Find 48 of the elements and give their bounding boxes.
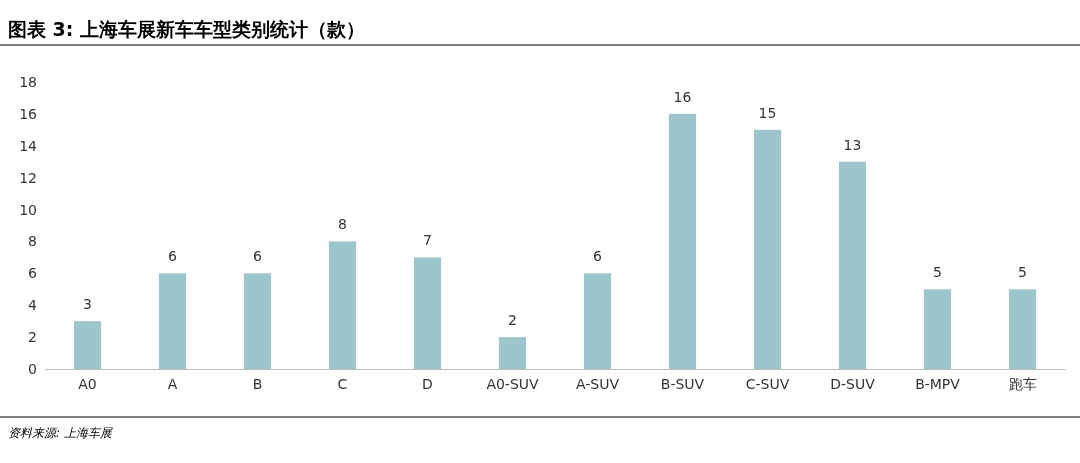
- bar: [158, 273, 187, 369]
- bar: [413, 257, 442, 369]
- bar: [1008, 289, 1037, 369]
- x-tick-label: A0: [78, 375, 97, 392]
- x-tick-label: A-SUV: [575, 375, 620, 392]
- x-tick-label: C-SUV: [745, 375, 790, 392]
- x-tick-label: B-SUV: [660, 375, 705, 392]
- data-label: 5: [1018, 264, 1027, 281]
- x-tick-label: D-SUV: [830, 375, 876, 392]
- bar: [583, 273, 612, 369]
- data-label: 13: [843, 136, 862, 153]
- bar: [838, 161, 867, 369]
- data-label: 15: [758, 104, 777, 121]
- y-tick-label: 18: [19, 73, 37, 90]
- y-tick-label: 10: [19, 201, 37, 218]
- data-label: 3: [83, 296, 92, 313]
- x-tick-label: C: [337, 375, 348, 392]
- x-tick-label: D: [422, 375, 433, 392]
- bar: [328, 241, 357, 369]
- data-label: 7: [423, 232, 432, 249]
- chart-title: 图表 3: 上海车展新车车型类别统计（款）: [8, 18, 366, 40]
- x-tick-label: B-MPV: [915, 375, 961, 392]
- y-tick-label: 12: [19, 169, 37, 186]
- y-tick-label: 14: [19, 137, 38, 154]
- x-tick-label: A0-SUV: [486, 375, 540, 392]
- y-tick-label: 4: [28, 297, 38, 314]
- x-tick-label: A: [167, 375, 178, 392]
- data-label: 6: [593, 248, 603, 265]
- y-tick-label: 16: [19, 105, 38, 122]
- bar: [498, 337, 527, 369]
- data-label: 16: [673, 88, 692, 105]
- bar: [73, 321, 102, 369]
- data-label: 6: [253, 248, 263, 265]
- y-tick-label: 2: [28, 329, 37, 346]
- x-tick-label: 跑车: [1008, 375, 1037, 392]
- y-tick-label: 6: [28, 265, 38, 282]
- bar: [753, 129, 782, 369]
- y-tick-label: 8: [28, 233, 37, 250]
- x-tick-label: B: [252, 375, 263, 392]
- bar: [923, 289, 952, 369]
- bar: [243, 273, 272, 369]
- text: 资料来源: 上海车展: [8, 426, 113, 440]
- data-label: 6: [168, 248, 178, 265]
- data-label: 5: [933, 264, 942, 281]
- data-label: 2: [508, 312, 517, 329]
- bar: [668, 113, 697, 369]
- y-tick-label: 0: [28, 360, 37, 377]
- data-label: 8: [338, 216, 347, 233]
